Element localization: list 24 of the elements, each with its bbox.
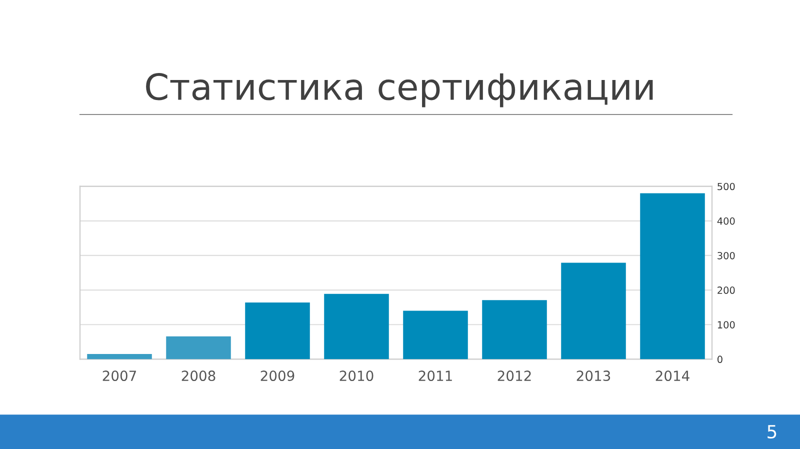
bar bbox=[482, 300, 547, 360]
text: 5 bbox=[768, 425, 776, 439]
x-tick-label: 2008 bbox=[182, 370, 216, 382]
bar bbox=[403, 310, 468, 360]
y-tick-label: 200 bbox=[718, 286, 735, 294]
bar bbox=[87, 354, 152, 360]
chart-title: Статистика сертификации bbox=[146, 72, 653, 108]
x-tick-label: 2011 bbox=[418, 370, 452, 382]
bar bbox=[640, 193, 705, 360]
y-tick-label: 400 bbox=[717, 217, 735, 225]
bar bbox=[561, 262, 626, 360]
y-tick-label: 300 bbox=[718, 252, 735, 260]
x-tick-label: 2010 bbox=[340, 370, 374, 382]
x-tick-label: 2012 bbox=[498, 370, 531, 382]
x-tick-label: 2013 bbox=[576, 370, 610, 382]
y-tick-label: 500 bbox=[718, 182, 735, 190]
y-tick-label: 100 bbox=[718, 321, 735, 328]
x-tick-label: 2007 bbox=[102, 370, 136, 382]
x-tick-label: 2014 bbox=[656, 370, 690, 382]
bar bbox=[166, 336, 231, 360]
y-tick-label: 0 bbox=[718, 356, 722, 364]
bar bbox=[324, 294, 389, 360]
x-tick-label: 2009 bbox=[260, 370, 294, 382]
bar bbox=[245, 302, 310, 360]
